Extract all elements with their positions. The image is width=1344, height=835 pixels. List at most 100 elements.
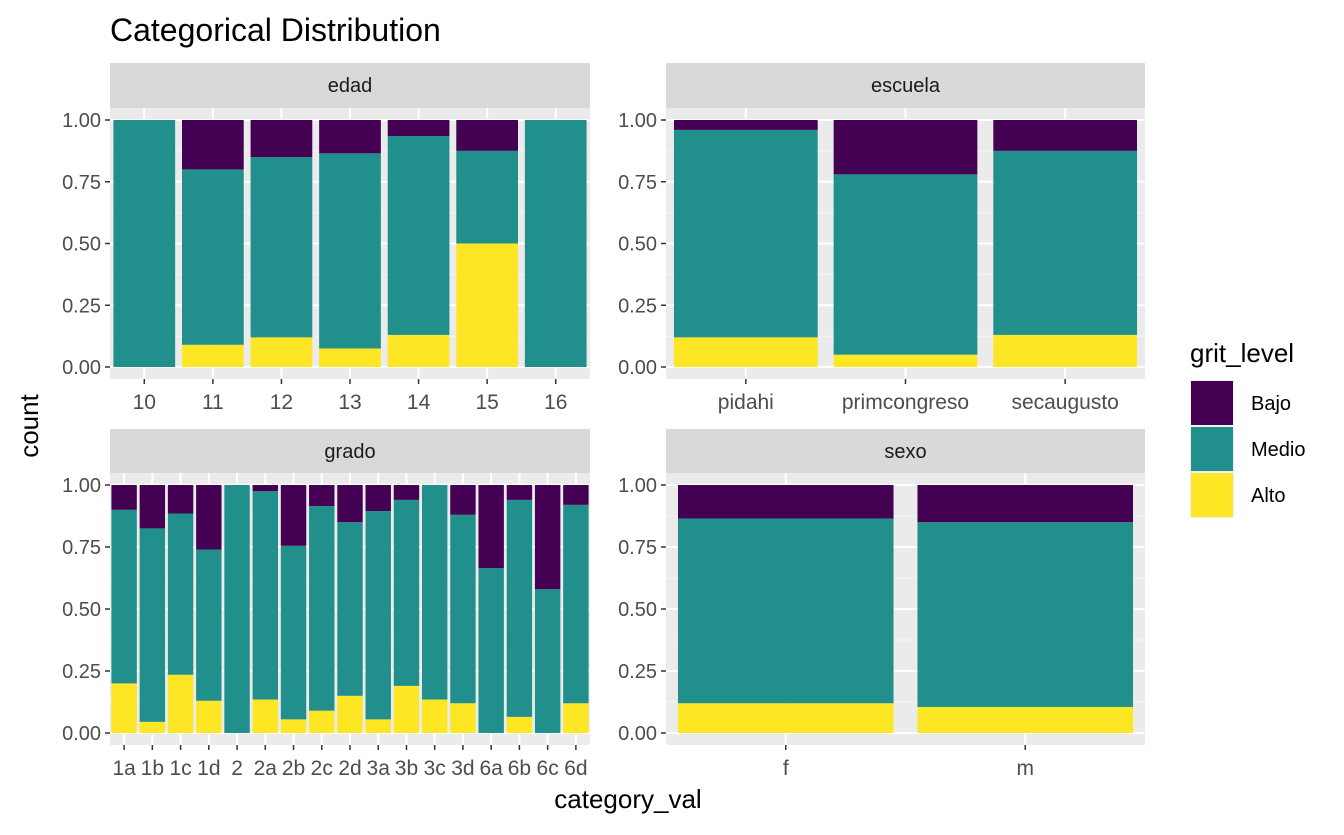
bar-segment-medio-10 (113, 120, 176, 367)
bar-segment-medio-2a (252, 491, 278, 700)
y-tick-label: 1.00 (62, 475, 101, 497)
x-tick-label: 14 (407, 391, 431, 414)
legend-label-bajo: Bajo (1251, 393, 1291, 415)
bar-segment-medio-3a (365, 511, 391, 720)
bar-segment-alto-secaugusto (993, 334, 1138, 367)
bar-segment-alto-1c (167, 674, 194, 733)
legend-key-alto (1191, 473, 1233, 517)
x-tick-label: 1a (112, 757, 136, 780)
facet-escuela: escuela 0.00 0.25 0.50 0.75 1.00 pidahi primcon… (618, 63, 1145, 414)
x-tick-label: 2a (254, 757, 278, 780)
bar-segment-bajo-1c (167, 485, 194, 514)
x-tick-label: secaugusto (1011, 391, 1118, 414)
bar-segment-medio-11 (182, 169, 244, 345)
facet-strip-label: grado (324, 441, 375, 463)
y-tick-label: 0.50 (618, 234, 657, 256)
bar-segment-medio-primcongreso (833, 174, 978, 355)
bar-segment-bajo-12 (250, 120, 313, 158)
bar-segment-alto-2d (337, 695, 363, 733)
bar-segment-bajo-13 (319, 120, 381, 154)
bar-segment-medio-6d (563, 504, 589, 704)
bar-segment-alto-6b (506, 716, 533, 733)
x-tick-label: 6d (564, 757, 587, 780)
x-tick-label: 3a (367, 757, 391, 780)
bar-segment-bajo-1b (139, 485, 166, 529)
y-tick-label: 0.50 (62, 599, 101, 621)
y-tick-label: 1.00 (618, 475, 657, 497)
bar-segment-bajo-3b (393, 485, 420, 500)
bar-segment-alto-f (677, 703, 894, 733)
y-tick-label: 0.00 (62, 723, 101, 745)
x-tick-label: f (783, 757, 789, 780)
x-tick-label: 2c (311, 757, 333, 780)
bar-segment-bajo-2d (337, 485, 363, 523)
x-tick-label: 3d (451, 757, 474, 780)
bar-segment-bajo-2b (280, 485, 307, 546)
y-tick-label: 1.00 (62, 110, 101, 132)
y-tick-label: 0.50 (62, 234, 101, 256)
y-tick-label: 0.25 (618, 661, 657, 683)
x-tick-label: 11 (202, 391, 224, 414)
y-axis-title: count (14, 393, 44, 457)
x-tick-label: 6b (508, 757, 531, 780)
bar-segment-alto-6d (563, 703, 589, 733)
x-tick-label: 16 (544, 391, 567, 414)
bar-segment-alto-pidahi (673, 337, 818, 367)
y-tick-label: 0.25 (62, 661, 101, 683)
x-tick-label: 1b (141, 757, 164, 780)
bar-segment-bajo-15 (456, 120, 518, 151)
y-tick-label: 0.75 (62, 172, 101, 194)
bar-segment-medio-15 (456, 150, 518, 244)
bar-segment-bajo-2a (252, 485, 278, 492)
bar-segment-alto-2c (309, 710, 335, 733)
bar-segment-medio-13 (319, 153, 381, 349)
bar-segment-bajo-1d (196, 485, 222, 550)
bar-segment-bajo-11 (182, 120, 244, 170)
x-tick-label: 6a (479, 757, 503, 780)
bar-segment-alto-12 (250, 337, 313, 367)
bar-segment-alto-3b (393, 685, 420, 733)
bar-segment-alto-13 (319, 348, 381, 367)
bar-segment-medio-3b (393, 499, 420, 686)
bar-segment-bajo-primcongreso (833, 120, 978, 175)
bar-segment-medio-2d (337, 522, 363, 696)
y-tick-label: 0.75 (62, 537, 101, 559)
facet-strip (110, 429, 590, 473)
facet-strip-label: escuela (871, 75, 941, 97)
bar-segment-alto-3d (450, 703, 476, 733)
facet-strip (110, 63, 590, 108)
bar-segment-medio-6b (506, 499, 533, 717)
y-tick-label: 1.00 (618, 110, 657, 132)
x-tick-label: 15 (475, 391, 498, 414)
x-tick-label: m (1017, 757, 1035, 780)
x-tick-label: 2 (231, 757, 243, 780)
legend-label-alto: Alto (1251, 485, 1285, 507)
y-tick-label: 0.50 (618, 599, 657, 621)
legend-title: grit_level (1190, 338, 1294, 368)
bar-segment-alto-2a (252, 699, 278, 733)
x-tick-label: 6c (537, 757, 559, 780)
x-tick-label: 1c (169, 757, 191, 780)
bar-segment-medio-f (677, 518, 894, 704)
bar-segment-alto-3a (365, 719, 391, 733)
bar-segment-bajo-6d (563, 485, 589, 505)
bar-segment-alto-m (917, 706, 1134, 733)
y-tick-label: 0.75 (618, 537, 657, 559)
legend-key-medio (1191, 427, 1233, 471)
y-tick-label: 0.00 (618, 357, 657, 379)
bar-segment-medio-6a (478, 568, 504, 733)
bar-segment-medio-1c (167, 513, 194, 675)
bar-segment-alto-primcongreso (833, 354, 978, 367)
x-tick-label: 2d (338, 757, 361, 780)
legend-label-medio: Medio (1251, 439, 1305, 461)
facet-strip-label: sexo (884, 441, 926, 463)
bar-segment-medio-2b (280, 545, 307, 720)
bar-segment-alto-1d (196, 700, 222, 733)
x-tick-label: 10 (133, 391, 156, 414)
bar-segment-medio-m (917, 522, 1134, 707)
bar-segment-bajo-2c (309, 485, 335, 507)
bar-segment-alto-2b (280, 719, 307, 733)
bar-segment-bajo-3d (450, 485, 476, 515)
bar-segment-alto-11 (182, 344, 244, 367)
